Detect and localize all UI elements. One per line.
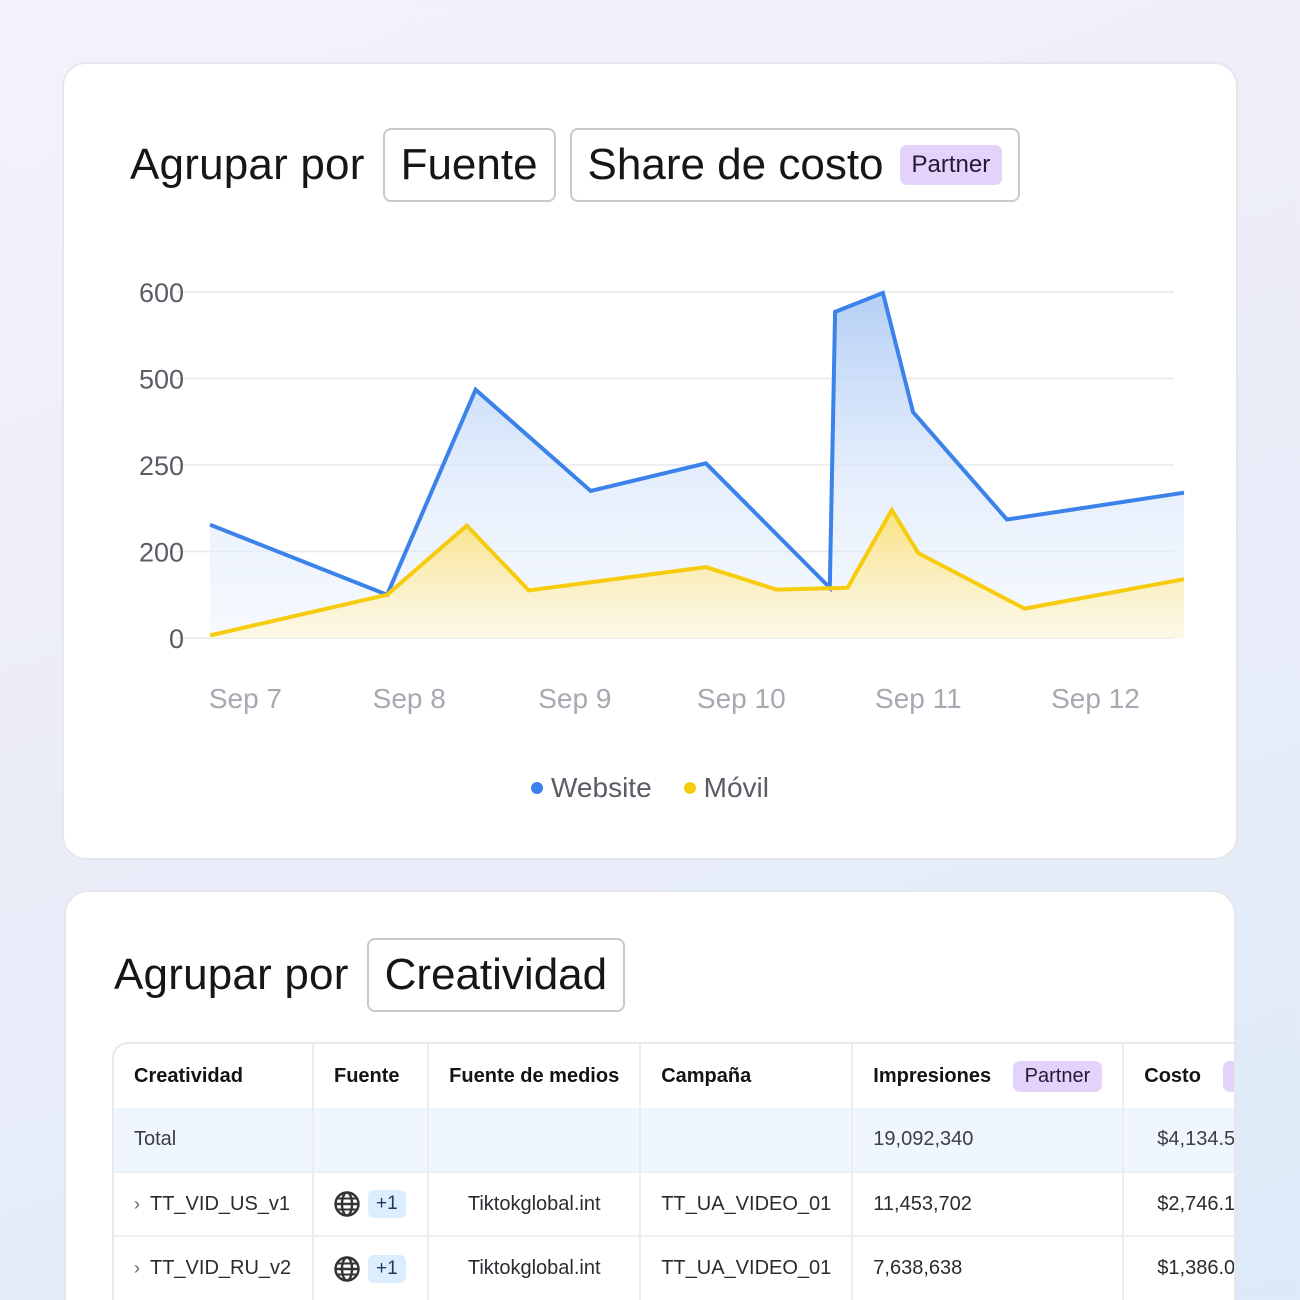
- table-group-by-row: Agrupar por Creatividad: [114, 938, 639, 1012]
- creative-name: TT_VID_RU_v2: [150, 1257, 292, 1279]
- series-area-mobile: [210, 510, 1184, 638]
- table-card: Agrupar por Creatividad Creatividad Fuen…: [64, 890, 1236, 1300]
- y-tick-label: 500: [139, 365, 184, 395]
- group-by-label: Agrupar por: [114, 950, 349, 999]
- source-cell: +1: [312, 1235, 430, 1300]
- x-tick-label: Sep 11: [875, 683, 962, 714]
- chevron-right-icon[interactable]: ›: [134, 1258, 140, 1278]
- y-tick-label: 200: [139, 538, 184, 568]
- x-tick-label: Sep 10: [697, 683, 786, 714]
- data-table: Creatividad Fuente Fuente de medios Camp…: [114, 1044, 1234, 1300]
- legend-label-mobile: Móvil: [703, 772, 769, 803]
- group-by-source-label: Fuente: [400, 140, 538, 189]
- chart-card: Agrupar por Fuente Share de costo Partne…: [62, 62, 1238, 860]
- col-header-cost[interactable]: Costo Pa: [1123, 1044, 1234, 1108]
- impressions-partner-badge: Partner: [1012, 1060, 1103, 1092]
- media-source-cell: Tiktokglobal.int: [428, 1171, 642, 1236]
- series-line-mobile[interactable]: [209, 506, 1185, 638]
- x-tick-label: Sep 8: [373, 683, 446, 714]
- extra-sources-badge[interactable]: +1: [367, 1190, 406, 1218]
- total-cost: $4,134.58: [1123, 1108, 1234, 1172]
- total-label: Total: [114, 1108, 314, 1172]
- creative-cell[interactable]: › TT_VID_US_v1: [114, 1171, 314, 1236]
- cost-partner-badge: Pa: [1222, 1060, 1234, 1092]
- total-campaign-cell: [640, 1108, 854, 1172]
- cost-share-label: Share de costo: [587, 140, 884, 189]
- creative-name: TT_VID_US_v1: [150, 1192, 291, 1215]
- cost-share-pill[interactable]: Share de costo Partner: [569, 128, 1021, 202]
- total-impressions: 19,092,340: [852, 1108, 1125, 1172]
- legend-item-mobile[interactable]: Móvil: [683, 772, 769, 804]
- source-cell: +1: [312, 1171, 430, 1236]
- group-by-label: Agrupar por: [130, 140, 365, 189]
- y-tick-label: 0: [169, 624, 184, 654]
- x-tick-label: Sep 12: [1051, 683, 1140, 714]
- chevron-right-icon[interactable]: ›: [134, 1193, 140, 1214]
- col-header-source[interactable]: Fuente: [312, 1044, 430, 1108]
- total-source-cell: [312, 1108, 430, 1172]
- y-tick-label: 600: [139, 278, 184, 308]
- table-header-row: Creatividad Fuente Fuente de medios Camp…: [114, 1044, 1234, 1108]
- x-tick-label: Sep 7: [209, 683, 282, 714]
- legend-dot-mobile: [683, 782, 696, 794]
- chart-group-by-row: Agrupar por Fuente Share de costo Partne…: [130, 128, 1034, 202]
- legend-dot-website: [531, 782, 543, 794]
- total-media-cell: [428, 1108, 642, 1172]
- area-chart: 0 200 250 500 600 Sep 7 Sep 8 Sep 9 Sep 10 Sep 1…: [139, 278, 1185, 714]
- media-source-cell: Tiktokglobal.int: [428, 1235, 642, 1300]
- legend-item-website[interactable]: Website: [531, 772, 652, 804]
- campaign-cell: TT_UA_VIDEO_01: [640, 1171, 854, 1236]
- col-header-creative[interactable]: Creatividad: [114, 1044, 314, 1108]
- col-header-cost-label: Costo: [1144, 1064, 1201, 1087]
- table-row[interactable]: › TT_VID_US_v1 +1 Tiktokglobal.int TT_UA_…: [114, 1171, 1234, 1236]
- table-row[interactable]: › TT_VID_RU_v2 +1 Tiktokglobal.int TT_UA_…: [114, 1235, 1234, 1300]
- col-header-impressions-label: Impresiones: [873, 1064, 992, 1087]
- creative-cell[interactable]: › TT_VID_RU_v2: [114, 1235, 314, 1300]
- group-by-creative-pill[interactable]: Creatividad: [366, 938, 626, 1012]
- group-by-source-pill[interactable]: Fuente: [382, 128, 556, 202]
- partner-badge: Partner: [899, 145, 1003, 185]
- cost-cell: $2,746.18: [1123, 1171, 1234, 1236]
- campaign-cell: TT_UA_VIDEO_01: [640, 1235, 854, 1300]
- col-header-media-source[interactable]: Fuente de medios: [428, 1044, 642, 1108]
- globe-icon: [334, 1191, 360, 1217]
- x-tick-label: Sep 9: [538, 683, 611, 714]
- table-total-row: Total 19,092,340 $4,134.58: [114, 1108, 1234, 1172]
- col-header-impressions[interactable]: Impresiones Partner: [852, 1044, 1125, 1108]
- col-header-campaign[interactable]: Campaña: [640, 1044, 854, 1108]
- extra-sources-badge[interactable]: +1: [367, 1254, 406, 1283]
- data-table-wrapper: Creatividad Fuente Fuente de medios Camp…: [112, 1042, 1234, 1300]
- chart-legend: Website Móvil: [64, 772, 1236, 804]
- impressions-cell: 11,453,702: [852, 1171, 1125, 1236]
- impressions-cell: 7,638,638: [852, 1235, 1125, 1300]
- legend-label-website: Website: [551, 772, 652, 803]
- group-by-creative-label: Creatividad: [384, 950, 608, 999]
- y-tick-label: 250: [139, 451, 184, 481]
- globe-icon: [334, 1255, 360, 1282]
- cost-cell: $1,386.04: [1123, 1235, 1234, 1300]
